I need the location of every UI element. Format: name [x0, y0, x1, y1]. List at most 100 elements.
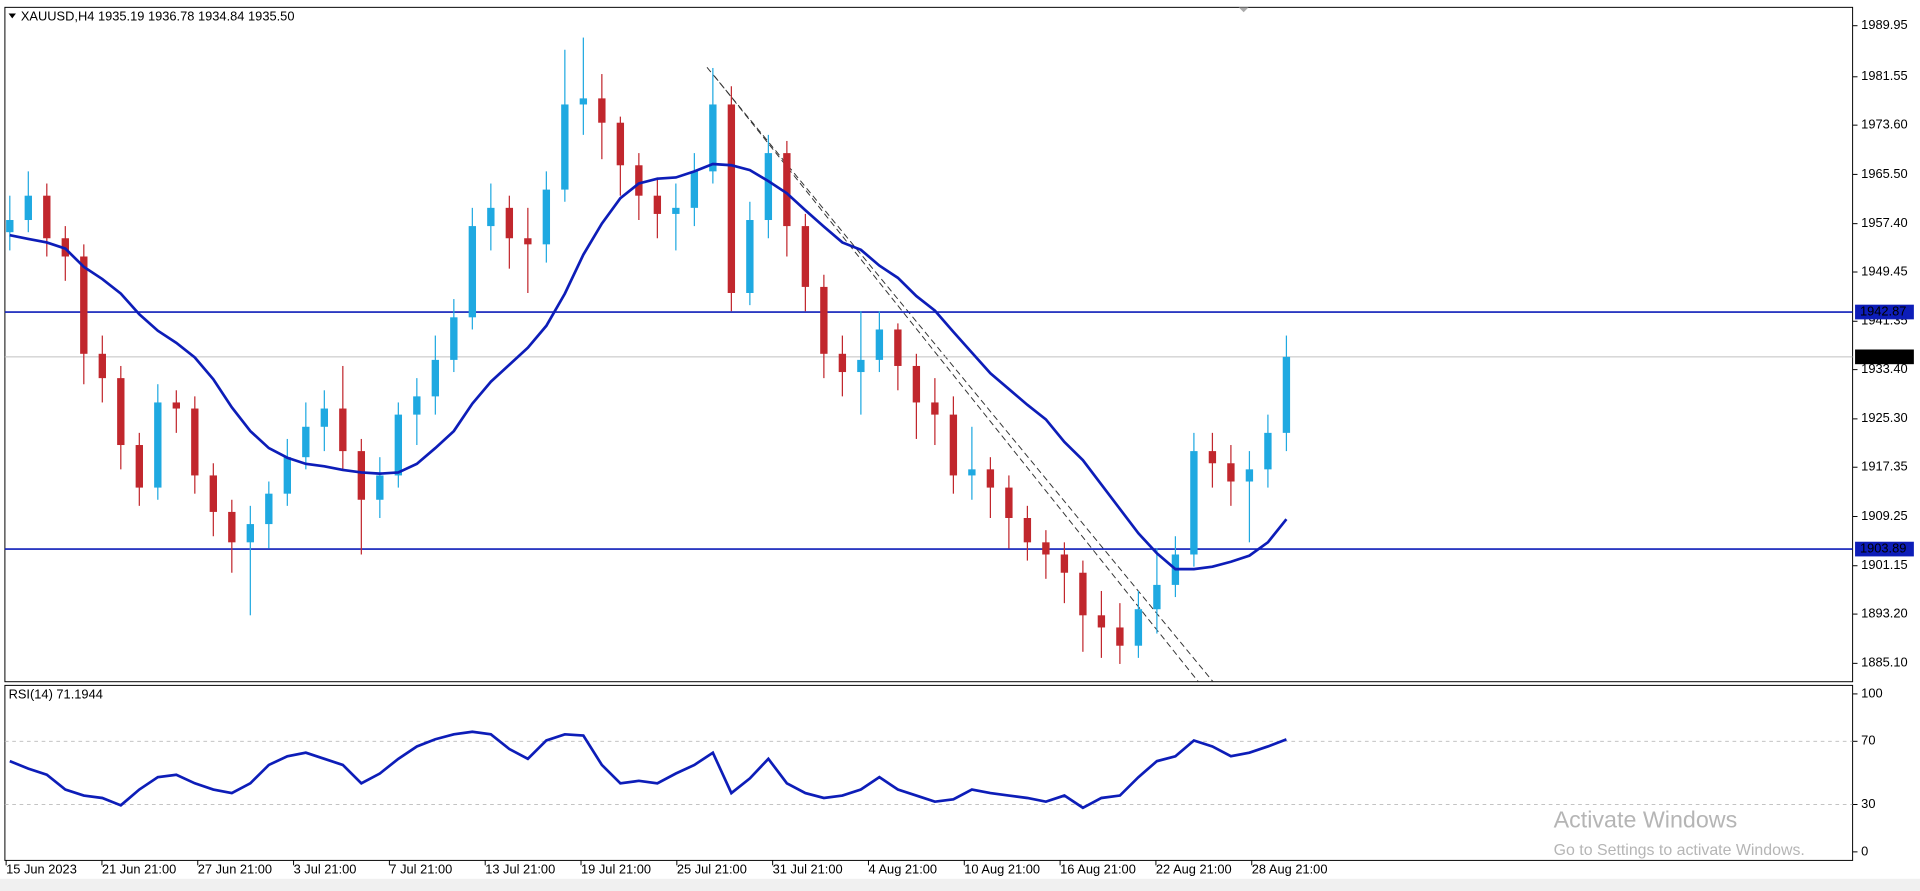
candle-body	[283, 457, 292, 494]
candle-body	[505, 207, 514, 239]
candle-body	[894, 329, 902, 366]
shift-marker	[1238, 7, 1249, 13]
x-tick-label: 28 Aug 21:00	[1252, 862, 1328, 877]
price-tag-label: 1935.50	[1860, 348, 1906, 363]
candle-body	[616, 122, 625, 166]
rsi-tick-label: 100	[1861, 685, 1882, 700]
candle-body	[542, 189, 551, 245]
rsi-tick-label: 30	[1861, 796, 1875, 811]
candle-body	[598, 98, 606, 123]
trend-line	[713, 75, 1199, 683]
price-tag-label: 1903.89	[1860, 540, 1906, 555]
x-tick-label: 15 Jun 2023	[6, 862, 77, 877]
y-tick-label: 1917.35	[1861, 459, 1907, 474]
candle-body	[172, 402, 180, 409]
candle-body	[727, 104, 736, 293]
candle-body	[1023, 518, 1032, 543]
x-tick-label: 4 Aug 21:00	[868, 862, 937, 877]
x-tick-label: 7 Jul 21:00	[389, 862, 452, 877]
candle-body	[413, 396, 421, 415]
candle-body	[357, 451, 366, 500]
price-tag	[1855, 541, 1914, 557]
candle-body	[450, 317, 458, 360]
watermark-subtitle: Go to Settings to activate Windows.	[1554, 842, 1805, 859]
y-tick-label: 1893.20	[1861, 605, 1907, 620]
candle-body	[302, 426, 310, 458]
candle-body	[949, 414, 958, 476]
trend-line	[706, 67, 1214, 683]
candle-body	[468, 226, 477, 318]
candle-body	[838, 353, 847, 373]
candle-body	[764, 153, 773, 221]
candle-body	[635, 165, 643, 196]
candle-body	[339, 408, 347, 452]
candle-body	[1116, 627, 1124, 646]
x-tick-label: 19 Jul 21:00	[581, 862, 651, 877]
candle-body	[1282, 356, 1291, 433]
candle-body	[690, 171, 699, 208]
price-tag	[1855, 349, 1914, 365]
candle-body	[24, 195, 32, 221]
y-tick-label: 1885.10	[1861, 655, 1907, 670]
candle-body	[653, 195, 662, 214]
candle-body	[857, 359, 865, 373]
candle-body	[1060, 554, 1069, 573]
price-tag-label: 1942.87	[1860, 303, 1906, 318]
candle-body	[1190, 451, 1198, 555]
candle-body	[986, 469, 995, 488]
watermark-title: Activate Windows	[1554, 806, 1738, 832]
y-tick-label: 1981.55	[1861, 68, 1907, 83]
x-tick-label: 21 Jun 21:00	[102, 862, 176, 877]
x-tick-label: 13 Jul 21:00	[485, 862, 555, 877]
candle-body	[912, 365, 921, 403]
candle-body	[209, 475, 217, 512]
candle-body	[561, 104, 569, 190]
candle-body	[431, 359, 440, 397]
candle-body	[80, 256, 88, 354]
candle-body	[320, 408, 329, 427]
candle-body	[394, 414, 403, 476]
candle-body	[931, 402, 939, 415]
rsi-line	[9, 730, 1287, 810]
candle-body	[875, 329, 884, 360]
candle-body	[6, 220, 14, 233]
candle-body	[98, 353, 106, 379]
y-tick-label: 1909.25	[1861, 508, 1907, 523]
x-tick-label: 3 Jul 21:00	[294, 862, 357, 877]
candle-body	[1227, 463, 1235, 482]
dropdown-icon[interactable]	[8, 13, 16, 19]
y-tick-label: 1973.60	[1861, 117, 1907, 132]
candle-body	[1005, 487, 1013, 519]
candle-body	[1134, 609, 1143, 646]
candle-body	[487, 207, 495, 227]
candle-body	[265, 493, 273, 525]
candle-body	[524, 238, 532, 245]
y-tick-label: 1925.30	[1861, 410, 1907, 425]
rsi-tick-label: 70	[1861, 733, 1875, 748]
scrollbar[interactable]	[0, 878, 1920, 891]
rsi-label: RSI(14) 71.1944	[9, 687, 103, 702]
candle-body	[43, 195, 51, 239]
candle-body	[1079, 572, 1087, 616]
y-tick-label: 1957.40	[1861, 215, 1907, 230]
candle-body	[376, 475, 384, 500]
candle-body	[1042, 542, 1050, 555]
main-frame	[4, 6, 1854, 683]
y-tick-label: 1965.50	[1861, 166, 1907, 181]
x-tick-label: 27 Jun 21:00	[198, 862, 272, 877]
price-tag	[1855, 304, 1914, 320]
candle-body	[1245, 469, 1254, 482]
moving-average	[9, 162, 1288, 571]
candle-body	[968, 469, 976, 476]
y-tick-label: 1901.15	[1861, 557, 1907, 572]
y-tick-label: 1933.40	[1861, 361, 1907, 376]
candle-body	[820, 286, 828, 354]
candle-body	[672, 207, 680, 214]
x-tick-label: 16 Aug 21:00	[1060, 862, 1136, 877]
candle-body	[1264, 432, 1272, 470]
candle-body	[1097, 615, 1106, 628]
candle-body	[1153, 584, 1161, 610]
candle-body	[191, 408, 199, 476]
